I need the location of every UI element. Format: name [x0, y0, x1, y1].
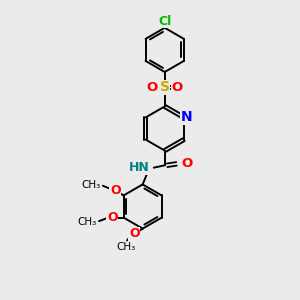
- Text: CH₃: CH₃: [116, 242, 136, 252]
- Text: O: O: [181, 157, 193, 170]
- Text: CH₃: CH₃: [81, 180, 101, 190]
- Text: O: O: [107, 211, 118, 224]
- Text: O: O: [110, 184, 121, 197]
- Text: O: O: [129, 227, 140, 240]
- Text: CH₃: CH₃: [78, 217, 97, 227]
- Text: O: O: [147, 81, 158, 94]
- Text: N: N: [180, 110, 192, 124]
- Text: Cl: Cl: [158, 15, 171, 28]
- Text: HN: HN: [129, 161, 149, 174]
- Text: O: O: [172, 81, 183, 94]
- Text: S: S: [160, 80, 170, 94]
